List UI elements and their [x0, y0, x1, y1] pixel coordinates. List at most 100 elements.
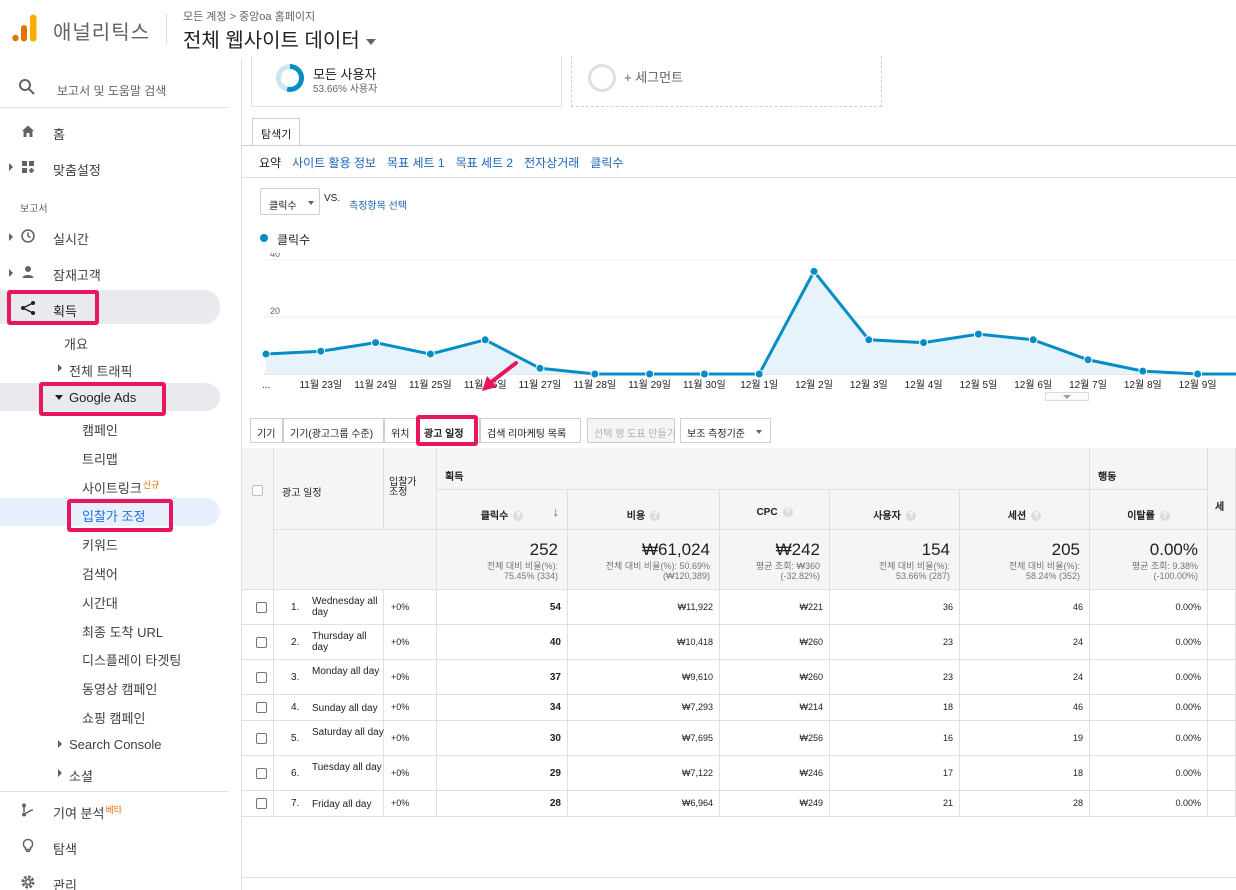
- segment-card-all-users[interactable]: 모든 사용자 53.66% 사용자: [251, 56, 562, 107]
- sidebar-item-sitelinks[interactable]: 사이트링크신규: [82, 478, 159, 497]
- table-bottom-divider: [242, 877, 1236, 878]
- row-name[interactable]: Tuesday all day: [312, 762, 382, 773]
- sort-arrow-icon[interactable]: ↓: [552, 504, 560, 519]
- metric-header-sessions[interactable]: 세션?: [960, 490, 1090, 530]
- sidebar-item-all-traffic[interactable]: 전체 트래픽: [69, 364, 133, 379]
- secondary-dimension-select[interactable]: 보조 측정기준: [680, 418, 771, 443]
- subtab-summary[interactable]: 요약: [259, 156, 282, 170]
- dim-button-location[interactable]: 위치: [384, 418, 417, 443]
- sidebar-item-keywords[interactable]: 키워드: [82, 538, 118, 553]
- row-name[interactable]: Friday all day: [312, 799, 372, 810]
- sidebar-item-search-console[interactable]: Search Console: [69, 737, 162, 752]
- row-name[interactable]: Thursday all day: [312, 631, 367, 653]
- sidebar-item-hour-of-day[interactable]: 시간대: [82, 596, 118, 611]
- bid-adj-header[interactable]: 입찰가 조정: [384, 448, 437, 530]
- sidebar-item-campaigns[interactable]: 캠페인: [82, 423, 118, 438]
- analytics-logo-icon[interactable]: [12, 14, 38, 42]
- cut-off-header[interactable]: 세: [1208, 448, 1236, 530]
- help-icon[interactable]: ?: [513, 511, 524, 521]
- sidebar-item-video-campaigns[interactable]: 동영상 캠페인: [82, 682, 158, 697]
- row-users-cell: 21: [830, 791, 960, 817]
- dim-button-device-adgroup[interactable]: 기기(광고그룹 수준): [283, 418, 384, 443]
- acquisition-highlight: [0, 290, 220, 324]
- help-icon[interactable]: ?: [1031, 511, 1042, 521]
- sidebar-item-social[interactable]: 소셜: [69, 769, 93, 784]
- dim-button-ad-schedule[interactable]: 광고 일정: [417, 418, 480, 443]
- row-dimension-cell[interactable]: 7. Friday all day: [274, 791, 384, 817]
- row-clicks-value: 40: [549, 636, 561, 648]
- sidebar-item-treemaps[interactable]: 트리맵: [82, 452, 118, 467]
- plot-rows-button[interactable]: 선택 행 도표 만들기: [587, 418, 676, 443]
- table-row[interactable]: 2. Thursday all day +0% 40 ₩10,418 ₩260 23 24 0.…: [242, 625, 1236, 660]
- row-name[interactable]: Saturday all day: [312, 727, 384, 738]
- sidebar-item-shopping-campaigns[interactable]: 쇼핑 캠페인: [82, 711, 146, 726]
- row-name[interactable]: Sunday all day: [312, 703, 378, 714]
- metric-header-clicks[interactable]: 클릭수? ↓: [437, 490, 568, 530]
- sidebar-item-bid-adjustments[interactable]: 입찰가 조정: [82, 509, 146, 524]
- view-selector[interactable]: 전체 웹사이트 데이터: [183, 24, 376, 53]
- subtab-goal-set-2[interactable]: 목표 세트 2: [455, 156, 514, 170]
- metric-header-bounce-rate[interactable]: 이탈률?: [1090, 490, 1208, 530]
- dim-button-search-remarketing[interactable]: 검색 리마케팅 목록: [480, 418, 581, 443]
- row-name[interactable]: Monday all day: [312, 666, 380, 677]
- collapse-arrow-icon[interactable]: [55, 395, 63, 400]
- expand-arrow-icon[interactable]: [9, 233, 13, 241]
- sidebar-item-search-queries[interactable]: 검색어: [82, 567, 118, 582]
- metric-select[interactable]: 클릭수: [260, 188, 320, 215]
- subtab-goal-set-1[interactable]: 목표 세트 1: [387, 156, 445, 170]
- expand-arrow-icon[interactable]: [9, 269, 13, 277]
- row-checkbox[interactable]: [256, 732, 267, 744]
- tab-explorer[interactable]: 탐색기: [252, 118, 301, 145]
- row-checkbox[interactable]: [256, 767, 267, 779]
- expand-arrow-icon[interactable]: [58, 769, 62, 777]
- sidebar-search[interactable]: 보고서 및 도움말 검색: [0, 68, 228, 108]
- row-dimension-cell[interactable]: 5. Saturday all day: [274, 721, 384, 756]
- table-row[interactable]: 1. Wednesday all day +0% 54 ₩11,922 ₩221 36 46 0…: [242, 590, 1236, 625]
- subtab-clicks[interactable]: 클릭수: [590, 156, 624, 170]
- subtab-ecommerce[interactable]: 전자상거래: [524, 156, 580, 170]
- row-checkbox[interactable]: [256, 798, 267, 809]
- row-name[interactable]: Wednesday all day: [312, 596, 378, 618]
- expand-arrow-icon[interactable]: [58, 364, 62, 372]
- row-dimension-cell[interactable]: 2. Thursday all day: [274, 625, 384, 660]
- row-checkbox[interactable]: [256, 601, 267, 613]
- help-icon[interactable]: ?: [782, 507, 793, 517]
- help-icon[interactable]: ?: [905, 511, 916, 521]
- row-users-cell: 17: [830, 756, 960, 791]
- metric-header-users[interactable]: 사용자?: [830, 490, 960, 530]
- row-dimension-cell[interactable]: 3. Monday all day: [274, 660, 384, 695]
- sidebar-item-display-targeting[interactable]: 디스플레이 타겟팅: [82, 653, 182, 668]
- table-row[interactable]: 4. Sunday all day +0% 34 ₩7,293 ₩214 18 46 0.00%: [242, 695, 1236, 721]
- sidebar-item-acq-overview[interactable]: 개요: [64, 337, 88, 352]
- sidebar-item-google-ads[interactable]: Google Ads: [69, 390, 137, 405]
- table-row[interactable]: 5. Saturday all day +0% 30 ₩7,695 ₩256 16 19 0.0…: [242, 721, 1236, 756]
- subtab-site-usage[interactable]: 사이트 활용 정보: [292, 156, 377, 170]
- row-checkbox[interactable]: [256, 702, 267, 713]
- table-row[interactable]: 7. Friday all day +0% 28 ₩6,964 ₩249 21 28 0.00%: [242, 791, 1236, 817]
- expand-arrow-icon[interactable]: [9, 163, 13, 171]
- row-dimension-cell[interactable]: 6. Tuesday all day: [274, 756, 384, 791]
- select-all-checkbox[interactable]: [252, 485, 263, 496]
- dim-button-device[interactable]: 기기: [250, 418, 283, 443]
- help-icon[interactable]: ?: [1159, 511, 1170, 521]
- annotation-box-ad-schedule: [416, 415, 478, 446]
- add-segment-card[interactable]: + 세그먼트: [571, 56, 882, 107]
- account-breadcrumb[interactable]: 모든 계정 > 중앙oa 홈페이지: [183, 11, 316, 23]
- table-row[interactable]: 3. Monday all day +0% 37 ₩9,610 ₩260 23 24 0.00%: [242, 660, 1236, 695]
- caret-down-icon: [365, 38, 376, 45]
- row-dimension-cell[interactable]: 4. Sunday all day: [274, 695, 384, 721]
- metric-header-cost[interactable]: 비용?: [568, 490, 720, 530]
- expand-arrow-icon[interactable]: [58, 740, 62, 748]
- choose-metric-link[interactable]: 측정항목 선택: [349, 201, 407, 212]
- row-checkbox[interactable]: [256, 636, 267, 648]
- table-row[interactable]: 6. Tuesday all day +0% 29 ₩7,122 ₩246 17 18 0.00…: [242, 756, 1236, 791]
- attribution-icon: [22, 803, 34, 817]
- metric-header-cpc[interactable]: CPC?: [720, 490, 830, 530]
- chart-resize-handle[interactable]: [1045, 392, 1089, 401]
- sidebar-item-final-urls[interactable]: 최종 도착 URL: [82, 625, 164, 640]
- dimension-header[interactable]: 광고 일정: [274, 448, 384, 530]
- row-dimension-cell[interactable]: 1. Wednesday all day: [274, 590, 384, 625]
- row-checkbox[interactable]: [256, 671, 267, 683]
- help-icon[interactable]: ?: [650, 511, 661, 521]
